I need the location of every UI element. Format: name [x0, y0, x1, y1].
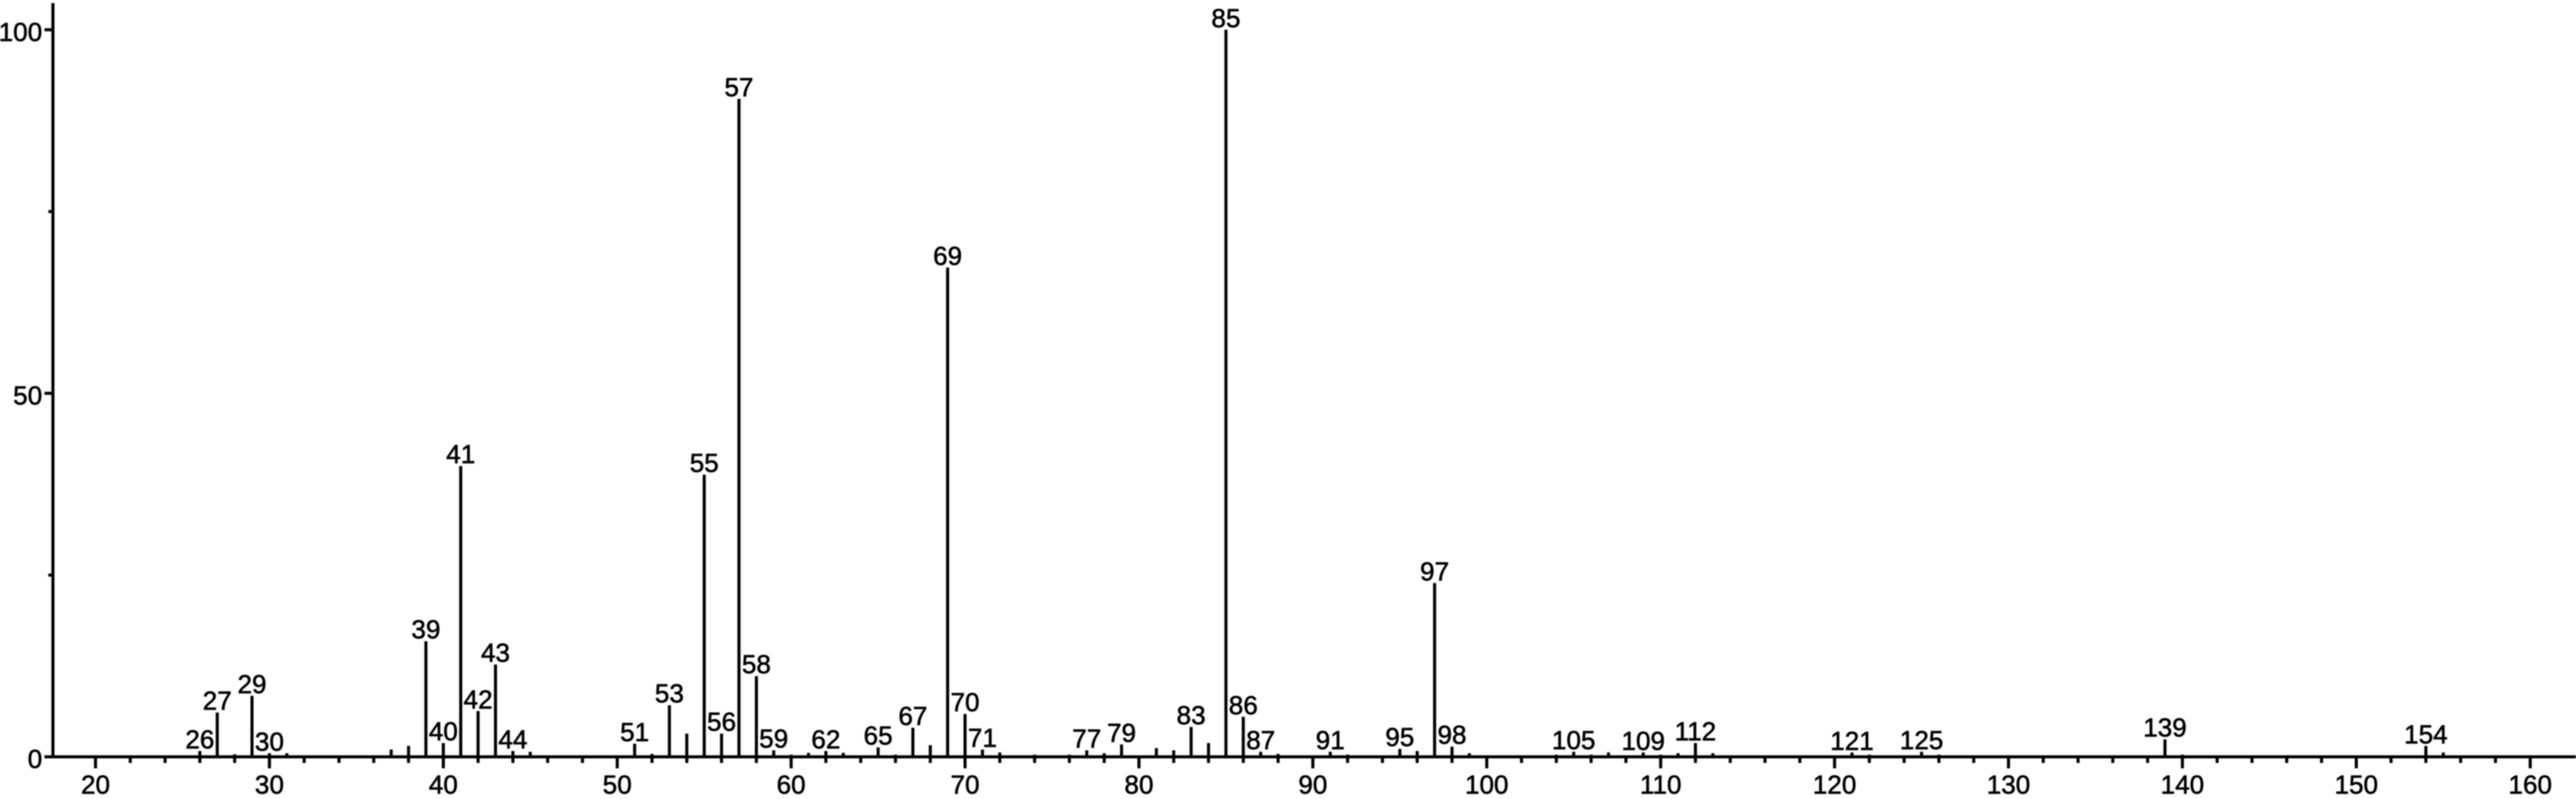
svg-text:43: 43: [481, 639, 510, 668]
svg-text:0: 0: [28, 745, 42, 774]
svg-text:91: 91: [1316, 726, 1345, 755]
svg-text:29: 29: [238, 670, 267, 699]
svg-text:56: 56: [707, 708, 736, 737]
svg-text:100: 100: [1465, 771, 1509, 799]
svg-text:20: 20: [81, 771, 110, 799]
svg-text:140: 140: [2161, 771, 2205, 799]
svg-text:67: 67: [898, 702, 927, 732]
svg-text:62: 62: [812, 725, 841, 755]
svg-text:98: 98: [1438, 721, 1467, 750]
svg-text:71: 71: [968, 724, 997, 753]
svg-text:70: 70: [950, 771, 980, 799]
svg-text:90: 90: [1298, 771, 1327, 799]
svg-text:39: 39: [411, 616, 440, 645]
svg-text:30: 30: [255, 728, 284, 757]
svg-text:80: 80: [1125, 771, 1154, 799]
svg-text:105: 105: [1552, 726, 1596, 755]
svg-text:87: 87: [1246, 726, 1275, 755]
svg-text:60: 60: [776, 771, 805, 799]
svg-text:44: 44: [499, 725, 528, 755]
svg-text:139: 139: [2143, 714, 2187, 743]
svg-text:58: 58: [742, 650, 771, 679]
svg-text:50: 50: [13, 381, 42, 410]
svg-text:150: 150: [2334, 771, 2378, 799]
svg-text:109: 109: [1622, 727, 1665, 756]
svg-text:53: 53: [655, 679, 684, 709]
svg-text:57: 57: [724, 73, 753, 102]
svg-text:95: 95: [1385, 723, 1415, 752]
svg-text:85: 85: [1211, 4, 1240, 33]
svg-text:55: 55: [690, 449, 719, 478]
svg-text:27: 27: [203, 687, 232, 716]
svg-text:40: 40: [429, 718, 458, 747]
svg-text:125: 125: [1900, 726, 1944, 755]
svg-text:59: 59: [759, 725, 789, 754]
svg-text:110: 110: [1640, 771, 1682, 799]
svg-text:30: 30: [255, 771, 284, 799]
svg-text:77: 77: [1072, 725, 1102, 754]
svg-text:65: 65: [864, 722, 893, 751]
svg-text:160: 160: [2508, 771, 2552, 799]
svg-text:100: 100: [0, 18, 42, 47]
svg-text:130: 130: [1987, 771, 2031, 799]
svg-text:41: 41: [446, 440, 476, 469]
svg-text:42: 42: [463, 686, 492, 715]
svg-text:50: 50: [603, 771, 632, 799]
svg-text:86: 86: [1229, 691, 1258, 720]
svg-text:154: 154: [2404, 720, 2448, 749]
svg-text:26: 26: [186, 725, 215, 755]
svg-text:121: 121: [1830, 727, 1874, 756]
svg-text:79: 79: [1107, 718, 1136, 748]
svg-text:112: 112: [1675, 718, 1716, 747]
svg-text:83: 83: [1177, 702, 1206, 731]
svg-text:70: 70: [950, 689, 980, 718]
svg-text:120: 120: [1813, 771, 1856, 799]
svg-text:69: 69: [933, 242, 962, 271]
svg-text:40: 40: [429, 771, 458, 799]
svg-text:97: 97: [1420, 557, 1449, 587]
svg-text:51: 51: [620, 718, 649, 747]
